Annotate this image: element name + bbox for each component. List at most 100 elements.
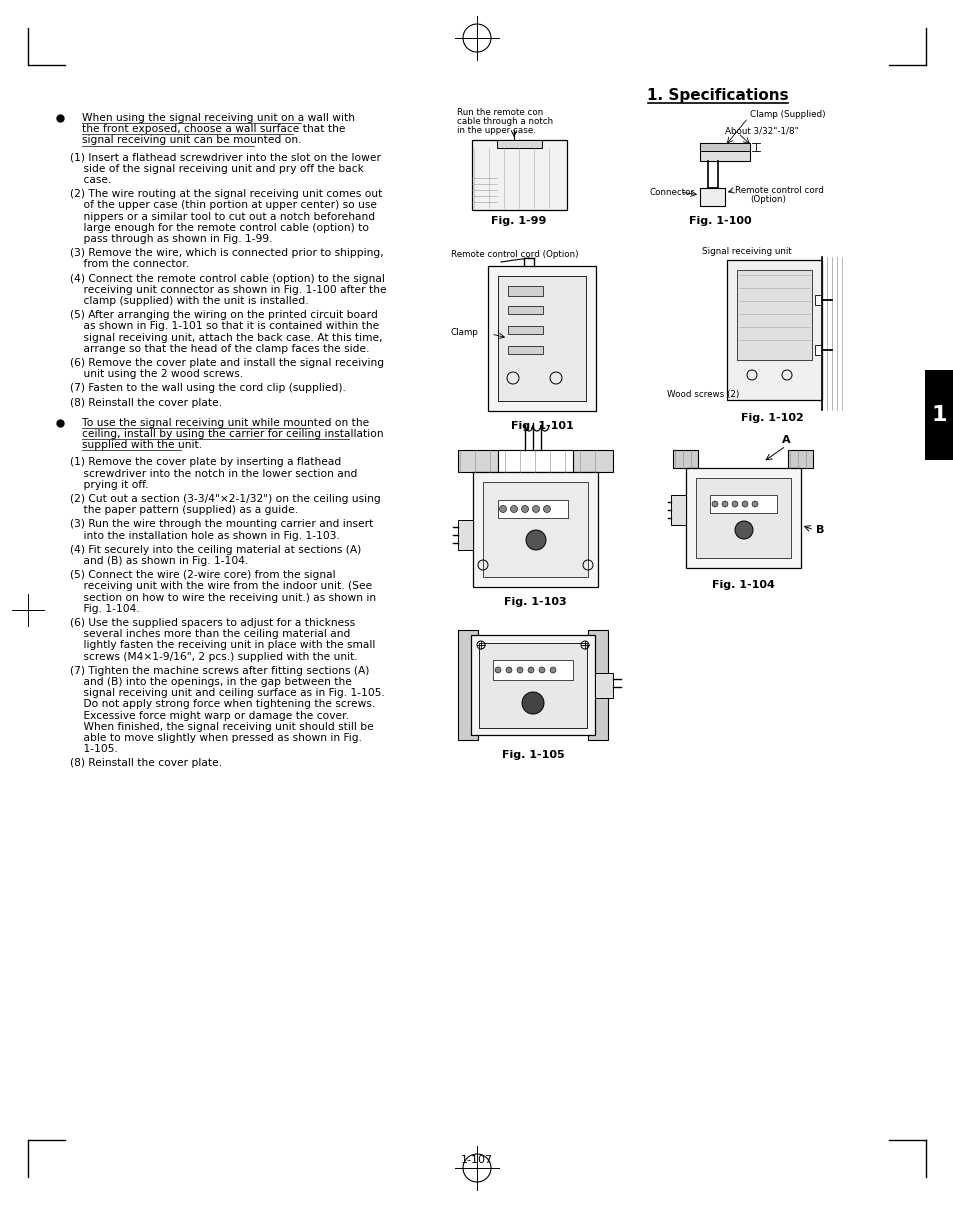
- Text: into the installation hole as shown in Fig. 1-103.: into the installation hole as shown in F…: [70, 530, 339, 541]
- Bar: [482, 482, 587, 577]
- Circle shape: [499, 506, 506, 512]
- Text: side of the signal receiving unit and pry off the back: side of the signal receiving unit and pr…: [70, 164, 363, 174]
- Text: signal receiving unit and ceiling surface as in Fig. 1-105.: signal receiving unit and ceiling surfac…: [70, 688, 384, 698]
- Text: (7) Tighten the machine screws after fitting sections (A): (7) Tighten the machine screws after fit…: [70, 666, 369, 676]
- Bar: [473, 472, 598, 587]
- Circle shape: [517, 668, 522, 674]
- Text: Remote control cord (Option): Remote control cord (Option): [451, 249, 578, 259]
- Circle shape: [521, 506, 528, 512]
- Text: Fig. 1-100: Fig. 1-100: [688, 216, 751, 227]
- Text: (8) Reinstall the cover plate.: (8) Reinstall the cover plate.: [70, 758, 222, 769]
- Text: Run the remote con: Run the remote con: [456, 108, 542, 117]
- Bar: [507, 286, 542, 296]
- Text: the paper pattern (supplied) as a guide.: the paper pattern (supplied) as a guide.: [70, 505, 297, 516]
- Text: 1-105.: 1-105.: [70, 745, 117, 754]
- Text: Clamp (Supplied): Clamp (Supplied): [749, 110, 824, 119]
- Text: A: A: [781, 435, 789, 445]
- Bar: [700, 143, 749, 161]
- Text: screws (M4×1-9/16", 2 pcs.) supplied with the unit.: screws (M4×1-9/16", 2 pcs.) supplied wit…: [70, 652, 357, 662]
- Bar: [672, 449, 698, 468]
- Text: supplied with the unit.: supplied with the unit.: [82, 440, 202, 451]
- Bar: [924, 370, 953, 460]
- Text: nippers or a similar tool to cut out a notch beforehand: nippers or a similar tool to cut out a n…: [70, 212, 375, 222]
- Bar: [787, 449, 812, 468]
- Text: Fig. 1-105: Fig. 1-105: [501, 750, 564, 760]
- Text: receiving unit with the wire from the indoor unit. (See: receiving unit with the wire from the in…: [70, 581, 372, 592]
- Bar: [457, 630, 477, 740]
- Circle shape: [538, 668, 544, 674]
- Bar: [507, 327, 542, 334]
- Text: (2) The wire routing at the signal receiving unit comes out: (2) The wire routing at the signal recei…: [70, 189, 382, 199]
- Text: unit using the 2 wood screws.: unit using the 2 wood screws.: [70, 369, 243, 380]
- Circle shape: [495, 668, 500, 674]
- Text: (3) Remove the wire, which is connected prior to shipping,: (3) Remove the wire, which is connected …: [70, 248, 383, 258]
- Bar: [493, 660, 573, 680]
- Text: Wood screws (2): Wood screws (2): [666, 390, 739, 399]
- Text: lightly fasten the receiving unit in place with the small: lightly fasten the receiving unit in pla…: [70, 640, 375, 651]
- Text: case.: case.: [70, 175, 112, 186]
- Text: 1. Specifications: 1. Specifications: [646, 88, 788, 102]
- Text: several inches more than the ceiling material and: several inches more than the ceiling mat…: [70, 629, 350, 639]
- Bar: [700, 143, 749, 151]
- Bar: [595, 674, 613, 698]
- Text: B: B: [815, 525, 823, 535]
- Text: prying it off.: prying it off.: [70, 480, 149, 489]
- Text: (1) Insert a flathead screwdriver into the slot on the lower: (1) Insert a flathead screwdriver into t…: [70, 153, 380, 163]
- Text: and (B) as shown in Fig. 1-104.: and (B) as shown in Fig. 1-104.: [70, 556, 248, 566]
- Text: (7) Fasten to the wall using the cord clip (supplied).: (7) Fasten to the wall using the cord cl…: [70, 383, 346, 393]
- Circle shape: [525, 530, 545, 549]
- Circle shape: [741, 501, 747, 507]
- Text: cable through a notch: cable through a notch: [456, 117, 553, 127]
- Text: (5) Connect the wire (2-wire core) from the signal: (5) Connect the wire (2-wire core) from …: [70, 570, 335, 580]
- Circle shape: [505, 668, 512, 674]
- Text: Fig. 1-99: Fig. 1-99: [491, 216, 546, 227]
- Text: Remote control cord: Remote control cord: [734, 186, 823, 195]
- Bar: [587, 630, 607, 740]
- Text: Do not apply strong force when tightening the screws.: Do not apply strong force when tightenin…: [70, 699, 375, 710]
- Text: Fig. 1-103: Fig. 1-103: [503, 596, 566, 607]
- Circle shape: [543, 506, 550, 512]
- Text: (6) Use the supplied spacers to adjust for a thickness: (6) Use the supplied spacers to adjust f…: [70, 618, 355, 628]
- Text: arrange so that the head of the clamp faces the side.: arrange so that the head of the clamp fa…: [70, 343, 369, 354]
- Text: (1) Remove the cover plate by inserting a flathead: (1) Remove the cover plate by inserting …: [70, 458, 341, 468]
- Text: signal receiving unit can be mounted on.: signal receiving unit can be mounted on.: [82, 135, 301, 146]
- Circle shape: [510, 506, 517, 512]
- Text: the front exposed, choose a wall surface that the: the front exposed, choose a wall surface…: [82, 124, 345, 134]
- Bar: [471, 635, 595, 735]
- Bar: [737, 270, 811, 360]
- Bar: [497, 276, 585, 401]
- Bar: [478, 643, 586, 728]
- Bar: [696, 478, 790, 558]
- Circle shape: [521, 692, 543, 715]
- Text: To use the signal receiving unit while mounted on the: To use the signal receiving unit while m…: [82, 418, 369, 428]
- Bar: [457, 449, 613, 472]
- Bar: [497, 140, 541, 148]
- Text: clamp (supplied) with the unit is installed.: clamp (supplied) with the unit is instal…: [70, 296, 309, 306]
- Circle shape: [711, 501, 718, 507]
- Bar: [497, 500, 567, 518]
- Text: When finished, the signal receiving unit should still be: When finished, the signal receiving unit…: [70, 722, 374, 731]
- Bar: [457, 521, 473, 549]
- Text: large enough for the remote control cable (option) to: large enough for the remote control cabl…: [70, 223, 369, 233]
- Circle shape: [751, 501, 758, 507]
- Circle shape: [734, 521, 752, 539]
- Text: and (B) into the openings, in the gap between the: and (B) into the openings, in the gap be…: [70, 677, 352, 687]
- Text: 1-107: 1-107: [460, 1156, 493, 1165]
- Bar: [670, 495, 685, 525]
- Bar: [726, 260, 821, 400]
- Text: pass through as shown in Fig. 1-99.: pass through as shown in Fig. 1-99.: [70, 234, 273, 243]
- Bar: [814, 295, 821, 305]
- Bar: [497, 449, 573, 472]
- Circle shape: [550, 668, 556, 674]
- Text: Clamp: Clamp: [451, 328, 478, 337]
- Text: 1: 1: [930, 405, 945, 425]
- Bar: [488, 266, 596, 411]
- Text: (4) Fit securely into the ceiling material at sections (A): (4) Fit securely into the ceiling materi…: [70, 545, 361, 554]
- Circle shape: [721, 501, 727, 507]
- Text: in the upper case.: in the upper case.: [456, 127, 536, 135]
- Text: (4) Connect the remote control cable (option) to the signal: (4) Connect the remote control cable (op…: [70, 274, 384, 283]
- Text: Fig. 1-104: Fig. 1-104: [711, 580, 774, 590]
- Text: from the connector.: from the connector.: [70, 259, 189, 270]
- Text: (6) Remove the cover plate and install the signal receiving: (6) Remove the cover plate and install t…: [70, 358, 384, 368]
- Text: Excessive force might warp or damage the cover.: Excessive force might warp or damage the…: [70, 711, 349, 721]
